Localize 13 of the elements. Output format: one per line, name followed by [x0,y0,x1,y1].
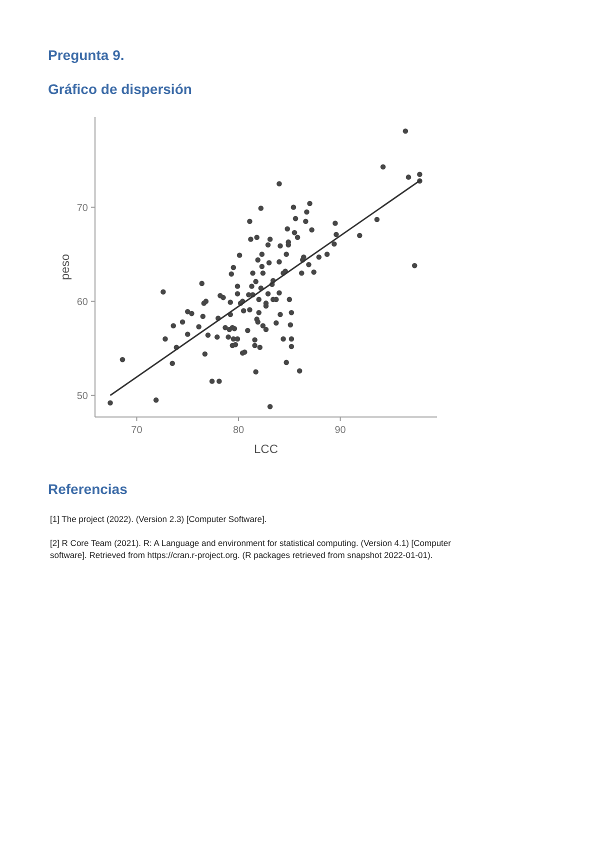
text: Referencias [48,481,128,497]
y-tick-label: 50 [76,390,88,402]
x-tick-label: 80 [232,425,245,436]
text: [1] The project (2022). (Version 2.3) [Computer Software]. [50,514,267,524]
x-axis-title: LCC [254,442,278,456]
text: [2] R Core Team (2021). R: A Language and environment for statistical computing. (Version 4.1) [Computer software]. Retrieved from https://cran.r-project.org. (R packages retrieved from snapshot 2022-01-01). [50,538,452,560]
x-tick-label: 90 [334,425,346,436]
y-tick-label: 60 [76,296,88,308]
chart-title: Pregunta 9. [48,47,124,63]
x-tick-label: 70 [131,425,143,436]
y-tick-label: 70 [76,202,88,214]
chart-subtitle: Gráfico de dispersión [48,81,192,97]
y-axis-title: peso [58,254,72,280]
